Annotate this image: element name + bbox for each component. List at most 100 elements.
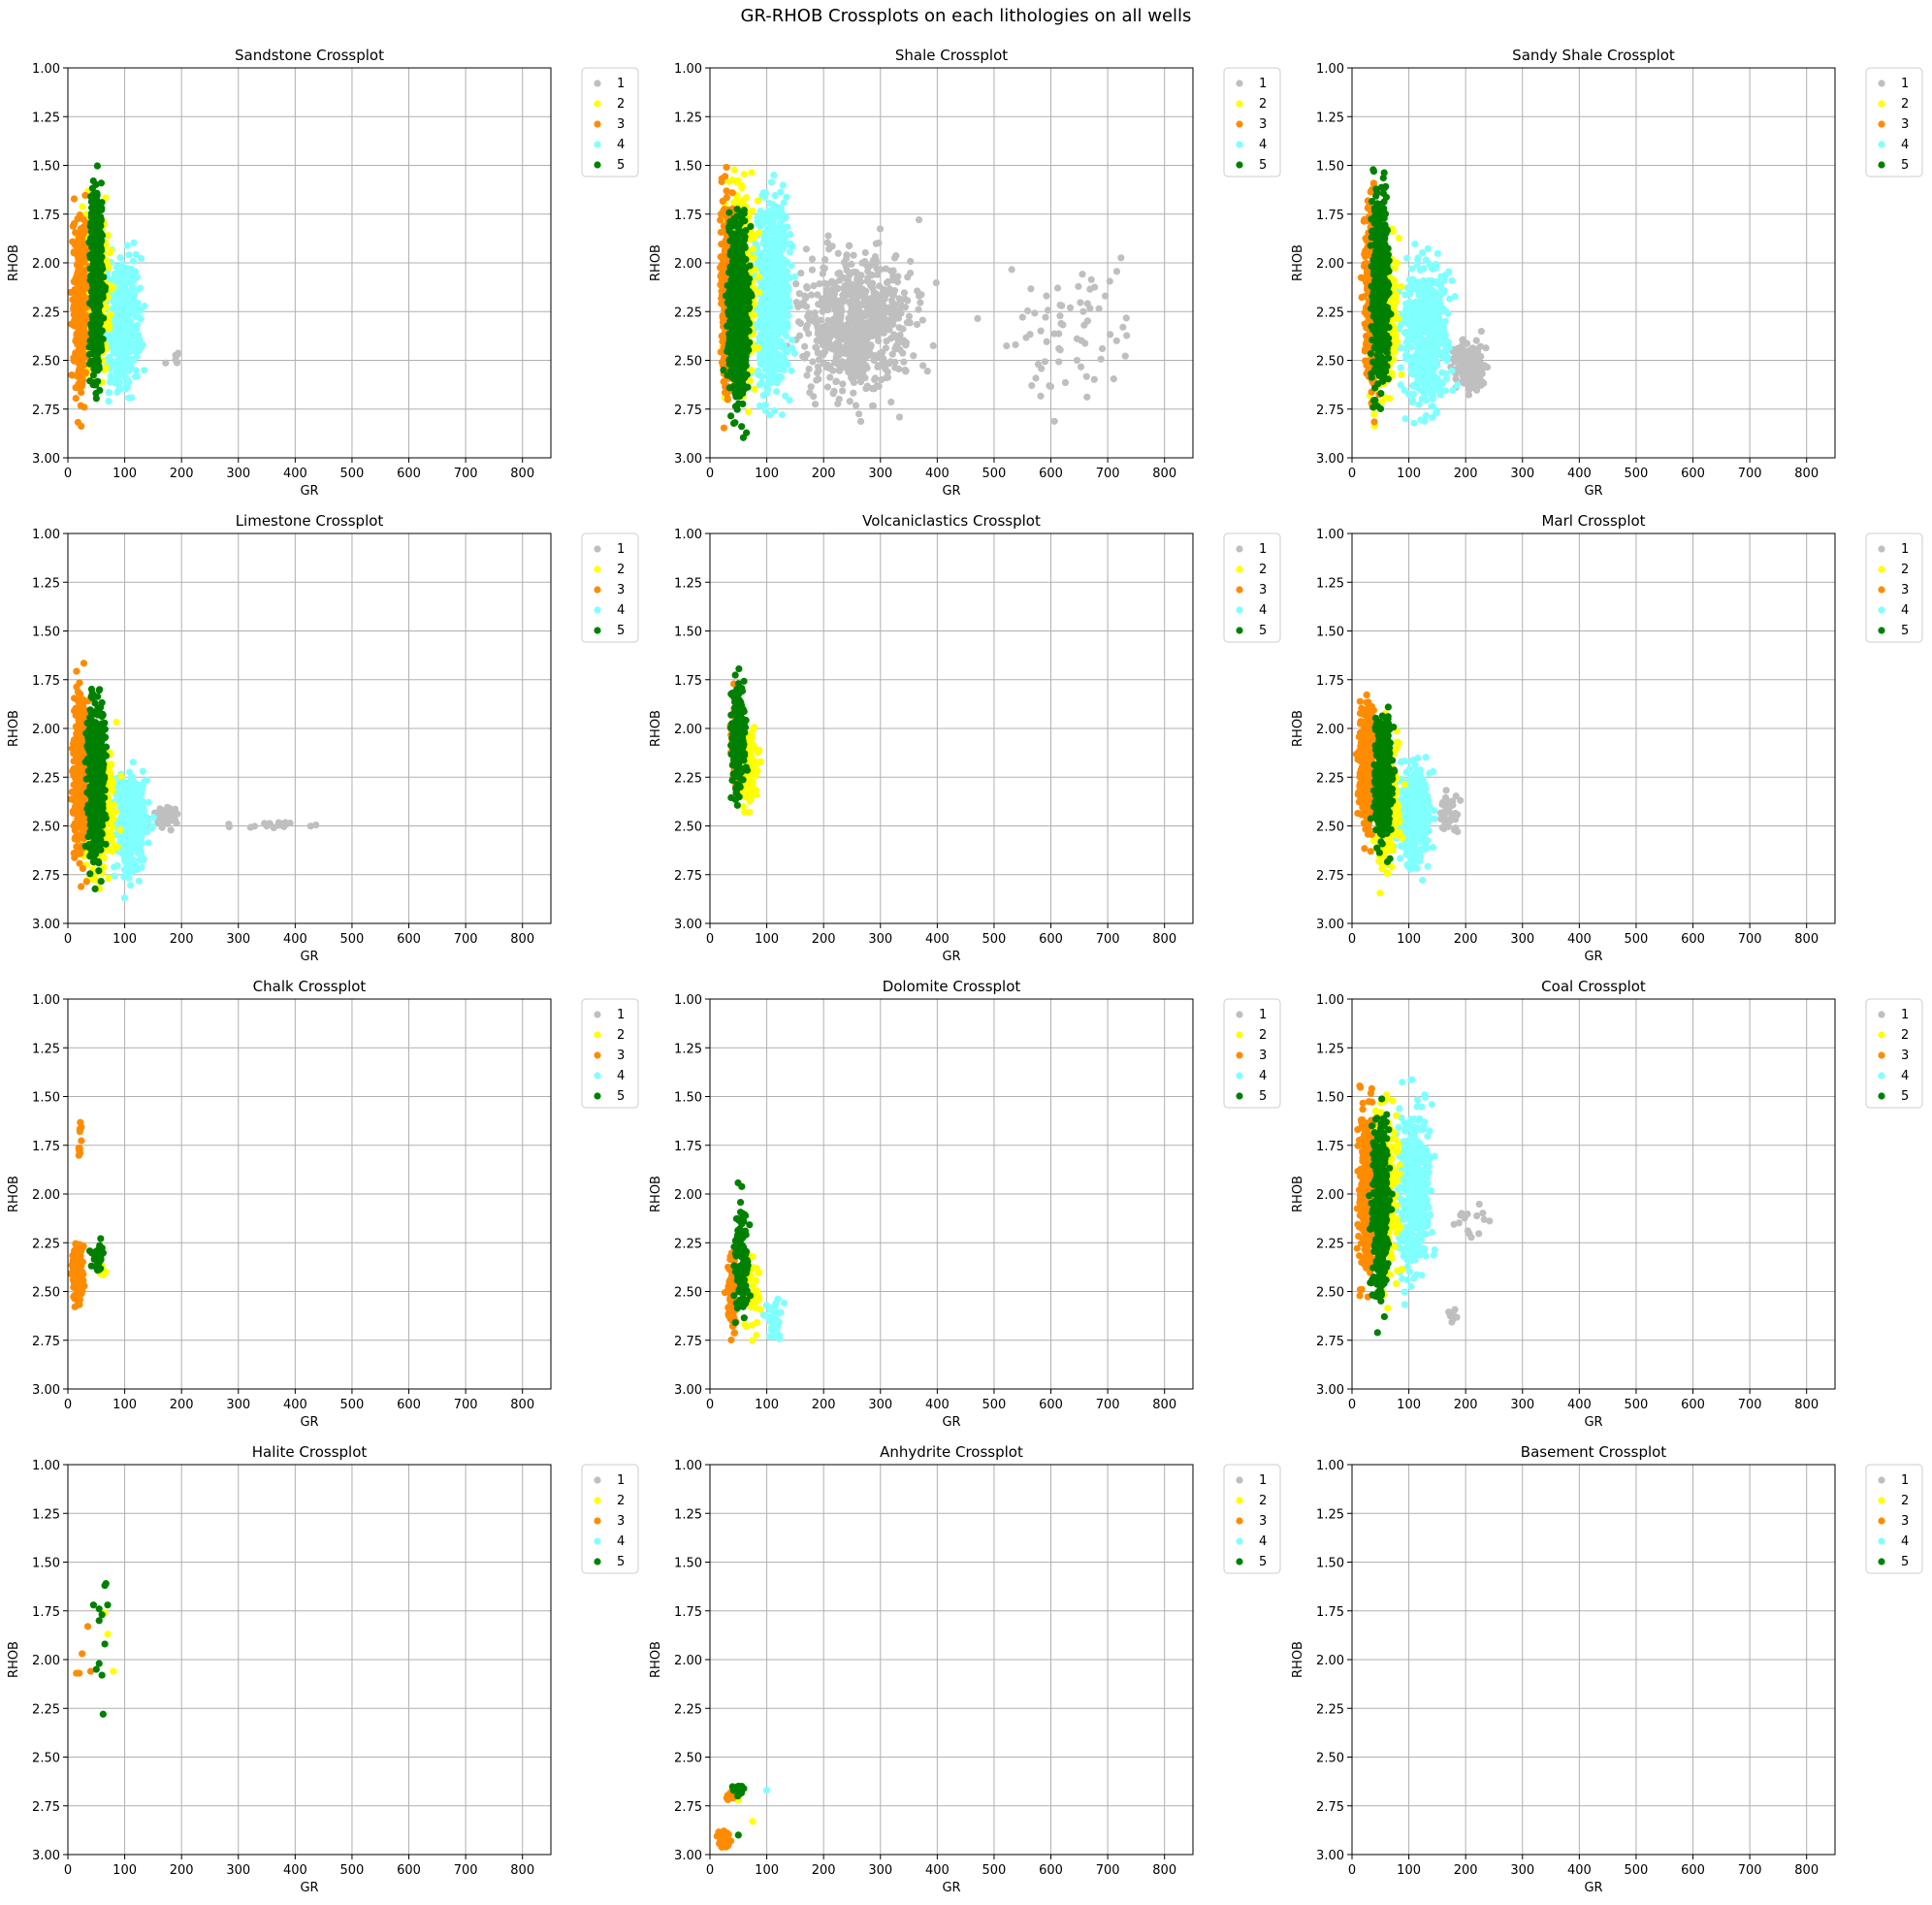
data-point-series-4 — [125, 377, 133, 386]
data-point-series-1 — [823, 239, 831, 246]
data-point-series-1 — [1075, 282, 1082, 290]
data-point-series-1 — [805, 330, 813, 338]
data-point-series-3 — [71, 239, 79, 246]
legend-label: 3 — [617, 117, 625, 132]
legend-marker — [594, 100, 601, 108]
x-tick-label: 500 — [340, 467, 365, 481]
data-point-series-1 — [862, 332, 870, 339]
data-point-series-5 — [743, 306, 751, 313]
data-point-series-1 — [858, 353, 866, 361]
data-point-series-5 — [731, 216, 739, 224]
y-tick-label: 2.75 — [32, 404, 60, 418]
data-point-series-4 — [113, 340, 121, 348]
data-point-series-5 — [88, 220, 96, 229]
data-point-series-4 — [123, 300, 131, 308]
y-tick-label: 3.00 — [32, 452, 60, 467]
y-tick-label: 2.00 — [32, 257, 60, 272]
points-layer — [68, 162, 182, 431]
data-point-series-1 — [1083, 300, 1091, 307]
data-point-series-1 — [861, 248, 869, 257]
data-point-series-1 — [803, 321, 811, 329]
data-point-series-1 — [1119, 323, 1127, 331]
data-point-series-1 — [833, 360, 842, 368]
data-point-series-1 — [915, 306, 922, 313]
data-point-series-1 — [856, 378, 865, 386]
data-point-series-4 — [141, 367, 148, 374]
data-point-series-5 — [724, 322, 731, 330]
data-point-series-1 — [883, 338, 890, 345]
data-point-series-5 — [93, 162, 102, 170]
data-point-series-1 — [812, 343, 820, 351]
data-point-series-4 — [783, 193, 790, 201]
y-tick-label: 1.75 — [32, 209, 60, 223]
data-point-series-5 — [731, 403, 740, 410]
data-point-series-5 — [93, 265, 101, 273]
data-point-series-5 — [729, 292, 738, 300]
data-point-series-5 — [740, 207, 748, 214]
data-point-series-1 — [854, 327, 862, 335]
data-point-series-5 — [92, 395, 100, 403]
data-point-series-1 — [889, 320, 897, 328]
data-point-series-1 — [1012, 340, 1019, 349]
data-point-series-5 — [725, 360, 733, 368]
data-point-series-1 — [855, 319, 863, 327]
data-point-series-4 — [1445, 268, 1453, 275]
data-point-series-1 — [889, 273, 897, 280]
data-point-series-2 — [756, 288, 763, 297]
data-point-series-1 — [902, 341, 910, 349]
data-point-series-4 — [780, 199, 788, 207]
data-point-series-1 — [818, 350, 825, 358]
data-point-series-1 — [1041, 358, 1048, 366]
data-point-series-3 — [719, 255, 726, 263]
data-point-series-5 — [97, 179, 106, 187]
data-point-series-5 — [733, 276, 741, 284]
y-tick-label: 2.25 — [32, 306, 60, 320]
data-point-series-4 — [112, 379, 119, 387]
data-point-series-1 — [1122, 314, 1130, 322]
data-point-series-2 — [749, 207, 757, 214]
data-point-series-1 — [846, 272, 853, 279]
data-point-series-1 — [894, 336, 902, 343]
data-point-series-1 — [854, 290, 862, 298]
data-point-series-3 — [80, 404, 88, 411]
data-point-series-1 — [842, 255, 851, 263]
data-point-series-1 — [821, 297, 830, 305]
data-point-series-4 — [131, 347, 139, 355]
y-axis-label: RHOB — [7, 244, 21, 281]
data-point-series-1 — [1102, 292, 1110, 300]
data-point-series-3 — [81, 191, 89, 200]
data-point-series-5 — [85, 350, 93, 358]
data-point-series-4 — [770, 358, 778, 367]
subplot: 0 100 200 300 400 500 600 700 8001.001.251.501.7… — [7, 47, 639, 499]
data-point-series-1 — [795, 290, 803, 298]
data-point-series-5 — [89, 371, 97, 379]
data-point-series-3 — [77, 377, 84, 385]
data-point-series-1 — [812, 318, 820, 326]
data-point-series-1 — [865, 302, 873, 309]
data-point-series-1 — [879, 357, 886, 365]
y-axis-label: RHOB — [649, 244, 663, 281]
data-point-series-3 — [717, 210, 725, 218]
data-point-series-1 — [834, 249, 842, 257]
data-point-series-1 — [828, 345, 836, 353]
data-point-series-4 — [758, 320, 766, 329]
data-point-series-5 — [92, 190, 100, 198]
data-point-series-5 — [94, 377, 102, 385]
data-point-series-5 — [94, 334, 103, 341]
data-point-series-1 — [932, 278, 940, 287]
data-point-series-1 — [837, 307, 845, 315]
data-point-series-4 — [126, 320, 134, 329]
data-point-series-3 — [718, 358, 726, 367]
data-point-series-1 — [905, 312, 913, 320]
data-point-series-4 — [132, 273, 140, 280]
data-point-series-1 — [1474, 370, 1482, 377]
data-point-series-4 — [1414, 255, 1422, 264]
data-point-series-1 — [1003, 341, 1011, 350]
x-tick-label: 0 — [706, 467, 714, 481]
data-point-series-1 — [857, 342, 865, 351]
data-point-series-4 — [782, 346, 789, 354]
data-point-series-3 — [70, 195, 79, 203]
data-point-series-4 — [118, 339, 126, 346]
data-point-series-1 — [828, 296, 836, 305]
data-point-series-4 — [784, 283, 792, 291]
